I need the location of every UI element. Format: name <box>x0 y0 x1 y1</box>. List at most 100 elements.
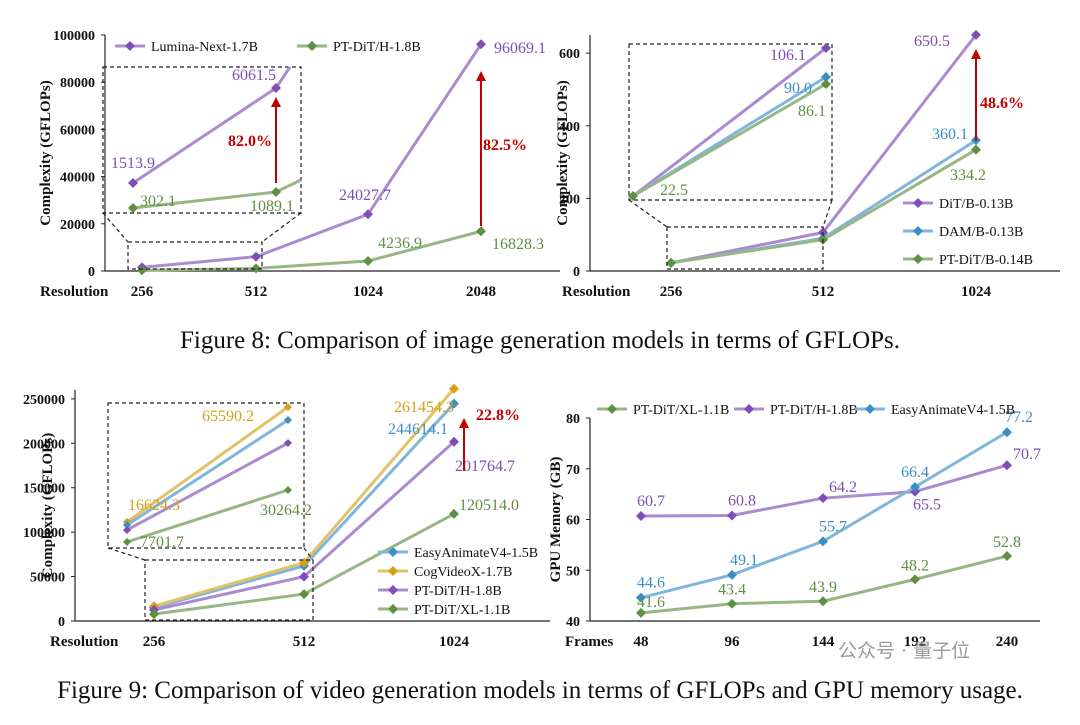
chart1-point <box>363 256 373 267</box>
chart3-y-tick-label: 50000 <box>30 571 65 586</box>
chart2-reduction-label: 48.6% <box>980 95 1024 112</box>
chart4-point <box>1002 460 1012 471</box>
chart1-inset-label: 1513.9 <box>111 155 155 172</box>
chart4-point <box>636 592 646 603</box>
chart2-legend-marker <box>913 198 923 208</box>
figure-9-caption: Figure 9: Comparison of video generation… <box>57 677 1023 704</box>
chart4-data-label: 77.2 <box>1005 409 1033 426</box>
chart2-x-axis-label: Resolution <box>562 284 631 300</box>
chart4-data-label: 66.4 <box>901 464 929 481</box>
chart3-inset-frame <box>107 402 305 549</box>
chart3-inset-series-line <box>126 418 289 527</box>
chart3-zoom-source <box>144 559 314 621</box>
chart3-inset-point <box>284 403 292 411</box>
chart4-point <box>727 510 737 521</box>
chart4-y-tick-label: 80 <box>566 412 580 427</box>
chart3-inset-point <box>284 486 292 494</box>
chart3-y-tick-label: 0 <box>58 615 65 630</box>
chart3-legend-marker <box>388 547 398 557</box>
chart2-x-tick-label: 512 <box>812 284 835 300</box>
chart4-data-label: 64.2 <box>829 479 857 496</box>
chart3-y-tick-label: 150000 <box>23 482 65 497</box>
chart3-inset-point <box>123 526 131 534</box>
chart1-inset-label: 1089.1 <box>250 198 294 215</box>
chart1-data-label: 24027.7 <box>339 187 391 204</box>
chart1-legend-marker <box>125 41 135 51</box>
chart4-data-label: 60.7 <box>637 493 665 510</box>
chart4-point <box>636 607 646 618</box>
chart1-y-tick-label: 80000 <box>60 76 95 91</box>
chart4-point <box>910 482 920 493</box>
chart1-data-label: 4236.9 <box>378 235 422 252</box>
chart2-x-tick-label: 256 <box>660 284 683 300</box>
chart3-inset-point <box>123 538 131 546</box>
chart4-data-label: 43.9 <box>809 579 837 596</box>
chart1-y-tick-label: 0 <box>88 265 95 280</box>
chart4-series-line-1 <box>640 463 1008 518</box>
chart4-point <box>727 569 737 580</box>
chart3-inset-label: 7701.7 <box>140 534 184 551</box>
chart3-data-label: 261454.3 <box>394 399 454 416</box>
chart3-data-label: 120514.0 <box>459 497 519 514</box>
chart4-x-tick-label: 96 <box>725 634 741 650</box>
chart3-inset-label: 16624.3 <box>128 497 180 514</box>
chart4-y-tick-label: 70 <box>566 463 580 478</box>
chart3-x-axis-label: Resolution <box>50 634 119 650</box>
chart3-point <box>449 508 459 519</box>
watermark: 公众号 · 量子位 <box>838 640 971 662</box>
chart1-reduction-arrow-head <box>476 71 486 81</box>
chart3-point <box>449 383 459 394</box>
chart1-y-tick-label: 40000 <box>60 171 95 186</box>
chart2-zoom-connector <box>628 199 668 228</box>
chart4-data-label: 49.1 <box>730 552 758 569</box>
chart2-y-axis-label: Complexity (GFLOPs) <box>555 80 571 225</box>
chart1-inset-label: 6061.5 <box>232 67 276 84</box>
chart4-data-label: 41.6 <box>637 594 665 611</box>
chart2-reduction-arrow-head <box>971 49 981 59</box>
chart4-point <box>818 536 828 547</box>
chart2-legend-marker <box>913 254 923 264</box>
chart4-legend-marker <box>744 404 754 414</box>
chart1-legend-label: PT-DiT/H-1.8B <box>333 40 421 55</box>
chart1-y-tick-label: 20000 <box>60 218 95 233</box>
chart4-point <box>818 596 828 607</box>
chart1-data-label: 16828.3 <box>492 236 544 253</box>
chart2-inset-label: 22.5 <box>660 182 688 199</box>
chart4-x-tick-label: 144 <box>812 634 835 650</box>
chart3-legend-marker <box>388 604 398 614</box>
chart2-data-label: 334.2 <box>950 167 986 184</box>
chart4-data-label: 70.7 <box>1013 446 1041 463</box>
chart2-legend-marker <box>913 226 923 236</box>
chart4-point <box>1002 551 1012 562</box>
chart2-x-tick-label: 1024 <box>961 284 992 300</box>
chart1-y-axis-label: Complexity (GFLOPs) <box>38 80 54 225</box>
chart1-point <box>137 265 147 276</box>
chart4-legend-label: PT-DiT/H-1.8B <box>770 403 858 418</box>
chart4-point <box>1002 427 1012 438</box>
chart1-point <box>251 263 261 274</box>
chart2-y-tick-label: 600 <box>559 47 580 62</box>
chart1-point <box>251 251 261 262</box>
chart1-zoom-connector <box>261 212 302 243</box>
chart3-inset-series-line <box>126 441 289 532</box>
chart1-x-tick-label: 256 <box>131 284 154 300</box>
chart3-y-axis-label: Complexity (GFLOPs) <box>40 433 56 578</box>
chart4-data-label: 65.5 <box>913 497 941 514</box>
chart3-point <box>449 398 459 409</box>
chart2-inset-series-line <box>632 82 827 198</box>
chart3-inset-point <box>123 521 131 529</box>
chart2-y-tick-label: 400 <box>559 120 580 135</box>
chart3-reduction-label: 22.8% <box>476 407 520 424</box>
chart1-data-label: 96069.1 <box>494 40 546 57</box>
chart3-inset-series-line <box>126 488 289 544</box>
chart1-x-tick-label: 2048 <box>466 284 496 300</box>
chart3-inset-point <box>284 416 292 424</box>
chart2-legend-label: DiT/B-0.13B <box>939 197 1013 212</box>
chart1-x-tick-label: 1024 <box>353 284 384 300</box>
chart1-inset-label: 302.1 <box>140 193 176 210</box>
chart1-point <box>476 39 486 50</box>
chart3-y-tick-label: 250000 <box>23 393 65 408</box>
chart2-inset-label: 106.1 <box>770 47 806 64</box>
figure-8-caption: Figure 8: Comparison of image generation… <box>179 327 901 354</box>
